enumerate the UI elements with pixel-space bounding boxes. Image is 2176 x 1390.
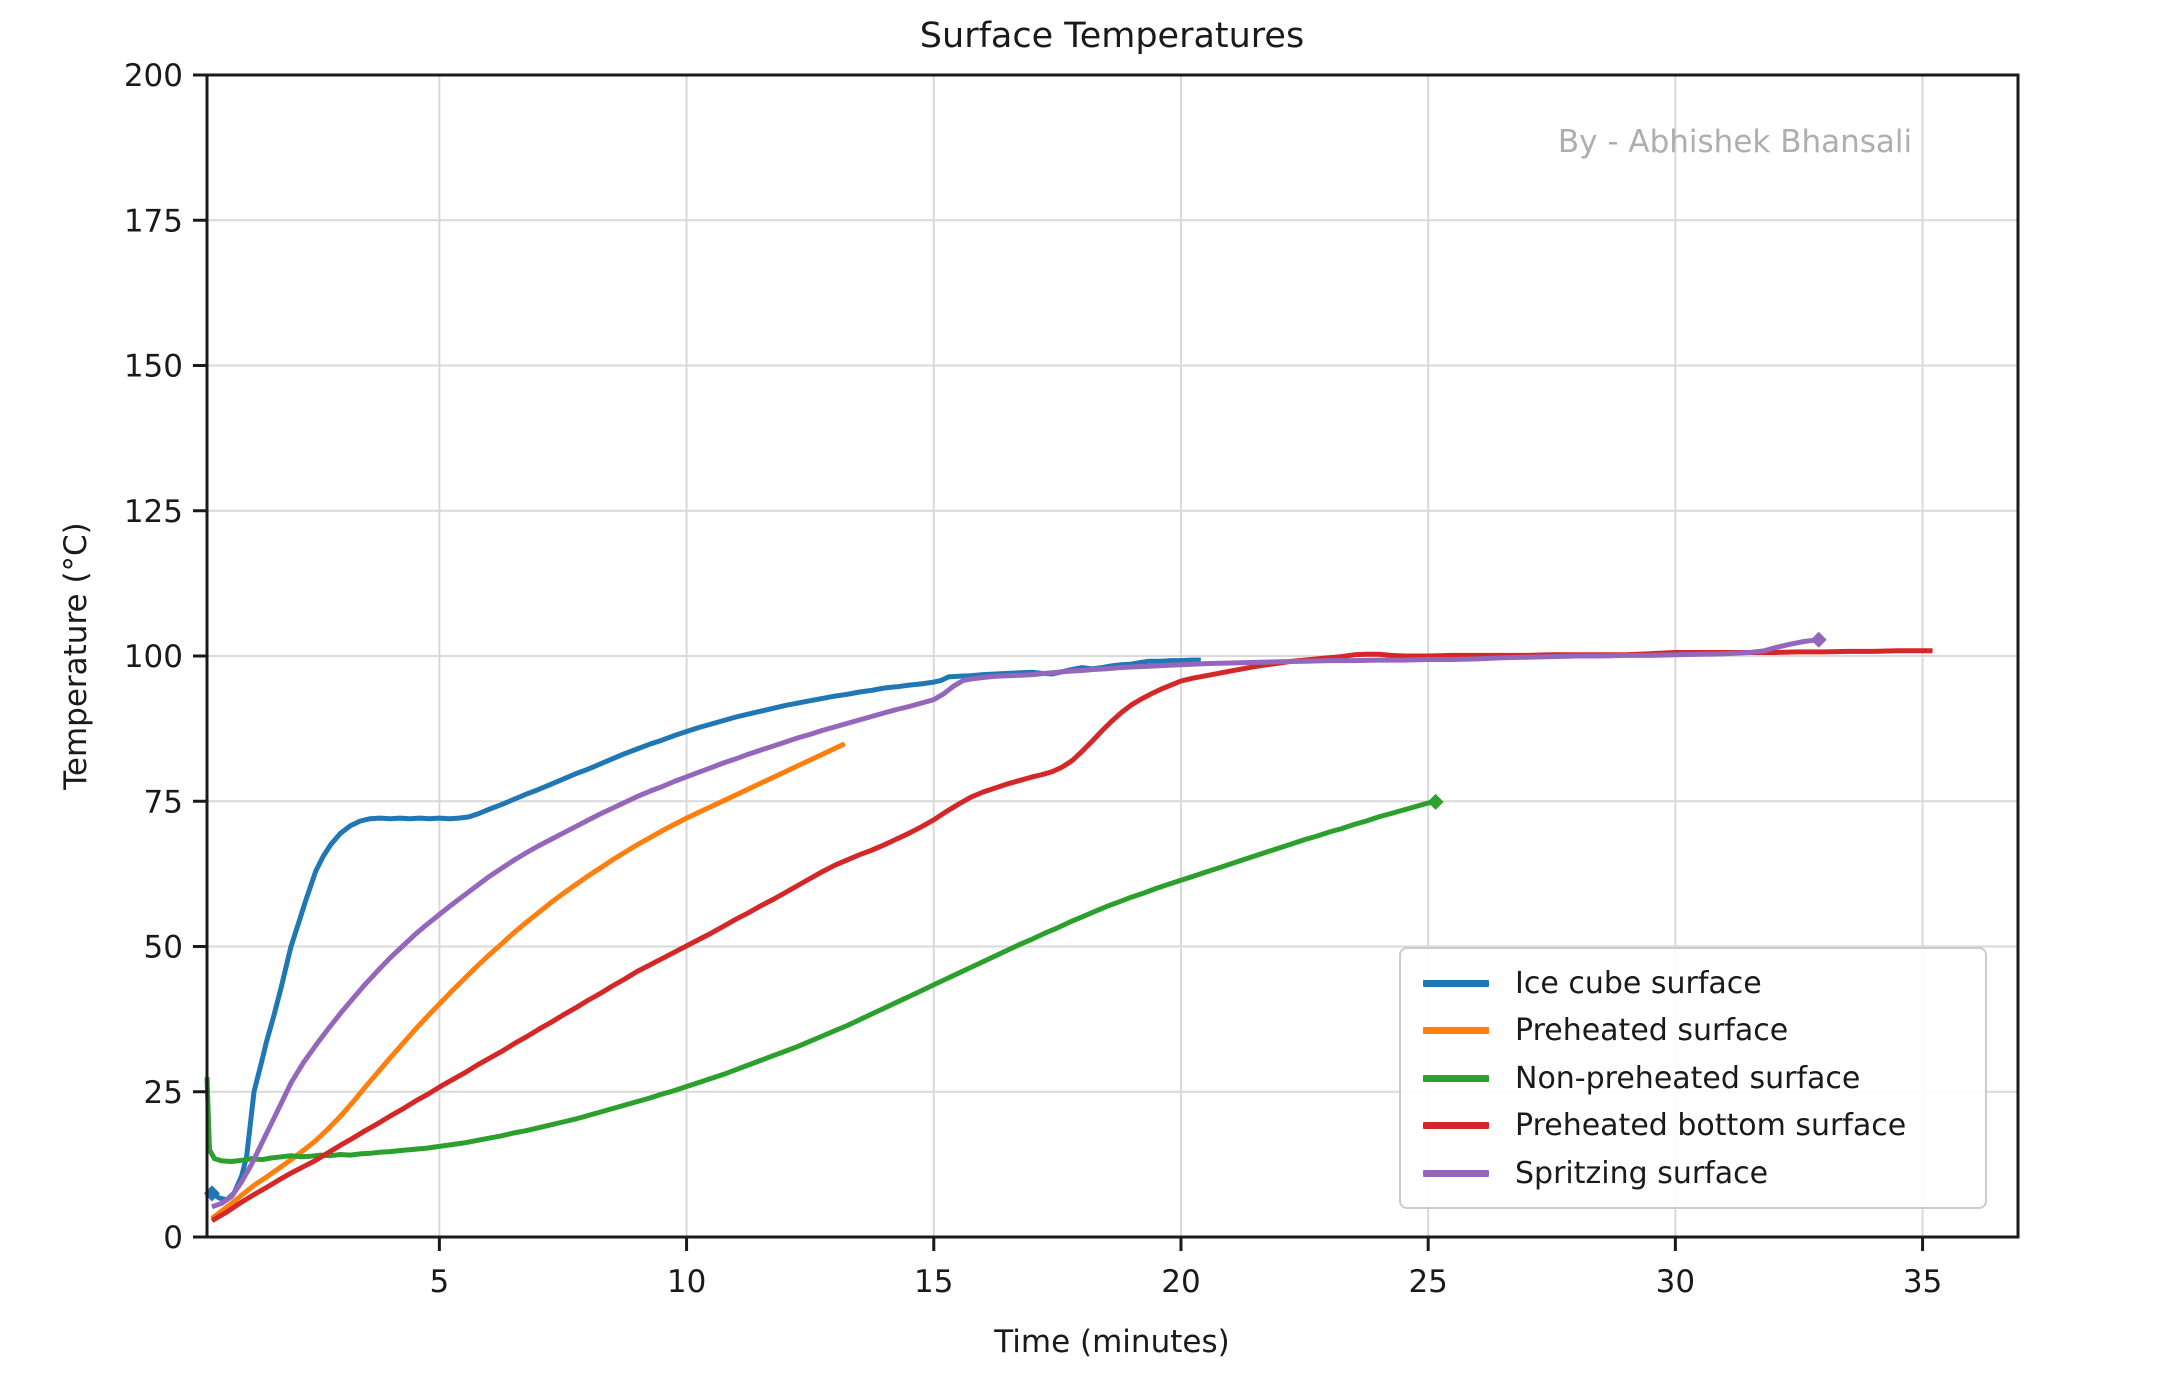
- legend-item: Preheated surface: [1401, 1013, 1985, 1048]
- x-tick-label: 15: [914, 1264, 953, 1300]
- y-tick-label: 150: [124, 349, 183, 385]
- series-endpoint-marker: [1427, 793, 1444, 810]
- x-axis-label: Time (minutes): [994, 1324, 1230, 1360]
- x-tick-label: 5: [430, 1264, 450, 1300]
- series-line: [204, 799, 1437, 1164]
- legend-line-swatch: [1423, 1027, 1489, 1034]
- legend-label: Ice cube surface: [1515, 965, 1762, 1001]
- legend: Ice cube surface Preheated surface Non-p…: [1399, 947, 1987, 1209]
- legend-line-swatch: [1423, 1074, 1489, 1082]
- watermark-text: By - Abhishek Bhansali: [1557, 124, 1913, 160]
- series-endpoint-marker: [1810, 631, 1827, 648]
- y-tick-label: 75: [144, 784, 183, 820]
- y-tick-label: 100: [124, 639, 183, 675]
- x-tick-label: 10: [667, 1264, 706, 1300]
- series-line: [210, 741, 846, 1221]
- y-tick-label: 50: [144, 930, 183, 966]
- x-tick-label: 30: [1656, 1264, 1695, 1300]
- y-tick-label: 25: [144, 1075, 183, 1111]
- x-tick-label: 20: [1161, 1264, 1200, 1300]
- legend-label: Preheated surface: [1515, 1013, 1789, 1048]
- legend-line-swatch: [1423, 1122, 1489, 1129]
- series-line: [211, 637, 1820, 1210]
- x-tick-label: 25: [1408, 1264, 1447, 1300]
- series-line: [210, 648, 1933, 1223]
- chart-title: Surface Temperatures: [919, 16, 1305, 56]
- legend-label: Non-preheated surface: [1515, 1060, 1861, 1096]
- legend-label: Preheated bottom surface: [1515, 1108, 1907, 1143]
- legend-item: Non-preheated surface: [1401, 1061, 1985, 1096]
- legend-line-swatch: [1423, 979, 1489, 987]
- y-tick-label: 200: [124, 58, 183, 94]
- legend-item: Ice cube surface: [1401, 966, 1985, 1001]
- y-tick-label: 0: [163, 1220, 183, 1256]
- x-tick-label: 35: [1903, 1264, 1942, 1300]
- legend-item: Preheated bottom surface: [1401, 1108, 1985, 1143]
- legend-label: Spritzing surface: [1515, 1155, 1769, 1191]
- y-tick-label: 175: [124, 203, 183, 239]
- legend-line-swatch: [1423, 1169, 1489, 1177]
- legend-item: Spritzing surface: [1401, 1156, 1985, 1191]
- y-axis-label: Temperature (°C): [58, 522, 94, 790]
- y-tick-label: 125: [124, 494, 183, 530]
